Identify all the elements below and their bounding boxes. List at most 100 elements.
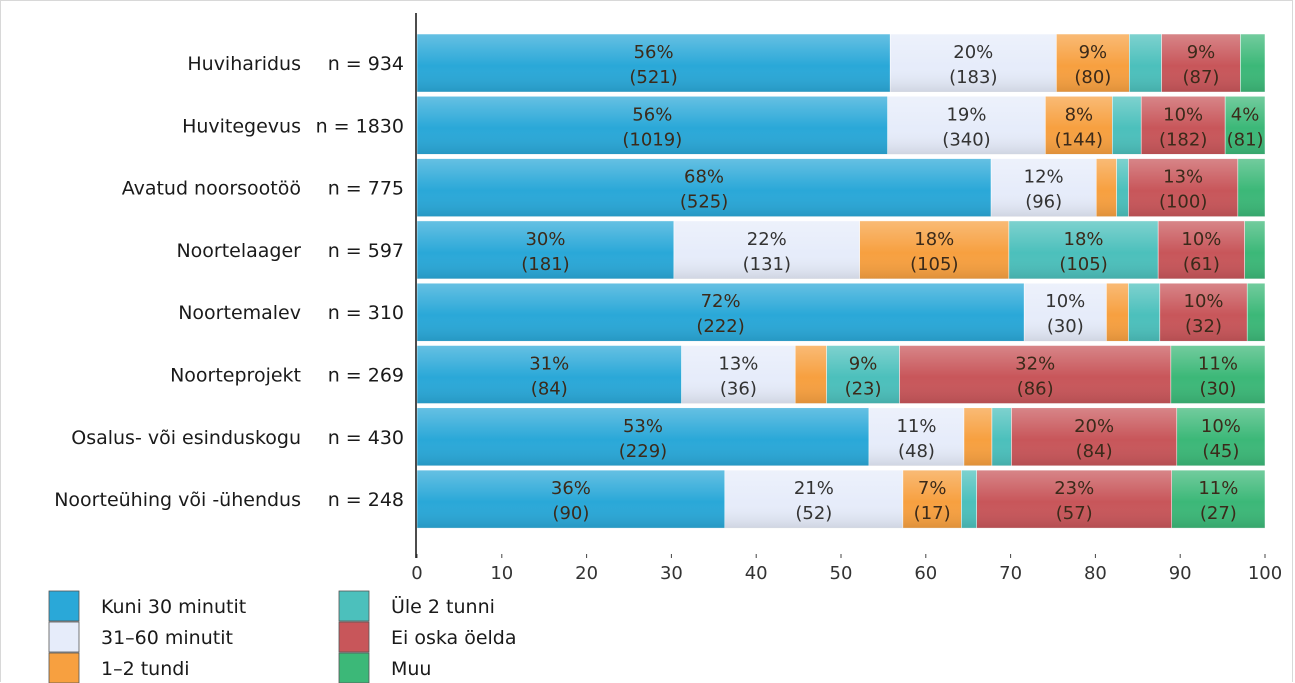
data-label-count: (525) xyxy=(680,192,728,213)
data-label-percent: 53% xyxy=(623,416,663,437)
data-label-percent: 36% xyxy=(551,478,591,499)
bar-shade xyxy=(681,345,796,404)
bar-shade xyxy=(899,345,1171,404)
bar-shade xyxy=(963,407,992,466)
bar-shade xyxy=(890,34,1057,92)
bar-segment-ule-2-tunni xyxy=(1129,33,1162,93)
legend-item-31-60-minutit: 31–60 minutit xyxy=(48,621,233,653)
bar-shade xyxy=(417,34,891,92)
bar-segment-muu: 10% (45) xyxy=(1176,407,1266,467)
data-label-percent: 32% xyxy=(1015,354,1055,375)
data-label-count: (84) xyxy=(531,379,568,400)
data-label-percent: 10% xyxy=(1163,104,1203,125)
bar-segment-kuni-30-minutit: 30% (181) xyxy=(416,220,675,280)
x-tick-label: 70 xyxy=(999,563,1022,584)
bar-segment-muu xyxy=(1244,220,1266,280)
bar-segment-1-2-tundi: 8% (144) xyxy=(1045,96,1113,155)
bar-shade xyxy=(1056,34,1130,92)
data-label-count: (27) xyxy=(1200,503,1237,524)
legend-swatch xyxy=(338,652,370,683)
legend-swatch xyxy=(338,590,370,622)
data-label-percent: 4% xyxy=(1231,104,1260,125)
bar-segment-ule-2-tunni xyxy=(991,407,1012,467)
category-label: Noortemalev xyxy=(178,302,301,324)
legend-label: Muu xyxy=(391,658,431,680)
bar-shade xyxy=(991,407,1012,466)
bar-shade xyxy=(673,220,860,279)
n-label: n = 775 xyxy=(328,178,404,200)
bar-shade xyxy=(417,220,674,279)
data-label-count: (30) xyxy=(1047,316,1084,337)
data-label-count: (86) xyxy=(1017,379,1054,400)
bar-shade xyxy=(1176,407,1265,466)
category-label: Osalus- või esinduskogu xyxy=(71,427,301,449)
x-tick-label: 40 xyxy=(745,563,768,584)
bar-segment-ei-oska-oelda: 20% (84) xyxy=(1011,407,1178,467)
data-label-percent: 18% xyxy=(914,229,954,250)
bar-shade xyxy=(1161,34,1241,92)
data-label-count: (84) xyxy=(1076,441,1113,462)
bar-segment-kuni-30-minutit: 68% (525) xyxy=(416,158,992,217)
bar-shade xyxy=(417,158,992,217)
legend-swatch xyxy=(48,652,80,683)
bar-shade xyxy=(859,220,1009,279)
x-tick-label: 30 xyxy=(660,563,683,584)
data-label-percent: 9% xyxy=(849,354,878,375)
bar-shade xyxy=(1159,283,1248,342)
data-label-percent: 10% xyxy=(1181,229,1221,250)
bar-shade xyxy=(417,345,682,404)
bar-shade xyxy=(826,345,900,404)
data-label-percent: 18% xyxy=(1064,229,1104,250)
data-label-count: (521) xyxy=(629,67,677,88)
data-label-count: (183) xyxy=(949,67,997,88)
bar-shade xyxy=(417,96,888,155)
x-tick-label: 10 xyxy=(490,563,513,584)
bar-shade xyxy=(795,345,827,404)
data-label-percent: 13% xyxy=(1163,167,1203,188)
data-label-percent: 68% xyxy=(684,167,724,188)
bar-segment-1-2-tundi xyxy=(1106,282,1129,342)
bar-segment-1-2-tundi: 7% (17) xyxy=(902,469,962,529)
data-label-percent: 56% xyxy=(634,42,674,63)
bar-shade xyxy=(1128,158,1238,217)
bar-segment-kuni-30-minutit: 56% (521) xyxy=(416,33,891,93)
bar-segment-muu xyxy=(1237,158,1266,217)
bar-shade xyxy=(1112,96,1142,155)
data-label-percent: 12% xyxy=(1024,167,1064,188)
bar-segment-1-2-tundi xyxy=(1095,158,1117,217)
x-tick-label: 0 xyxy=(411,563,422,584)
data-label-percent: 10% xyxy=(1045,291,1085,312)
bar-shade xyxy=(417,470,725,529)
x-tick-label: 80 xyxy=(1084,563,1107,584)
data-label-percent: 8% xyxy=(1065,104,1094,125)
legend-item-ei-oska-oelda: Ei oska öelda xyxy=(338,621,517,653)
bar-shade xyxy=(1240,34,1265,92)
n-label: n = 934 xyxy=(328,53,404,75)
bar-segment-31-60-minutit: 20% (183) xyxy=(889,33,1057,93)
bar-segment-ei-oska-oelda: 10% (61) xyxy=(1157,220,1245,280)
data-label-percent: 56% xyxy=(632,104,672,125)
x-tick-label: 90 xyxy=(1169,563,1192,584)
bar-shade xyxy=(1128,283,1160,342)
legend-label: 31–60 minutit xyxy=(101,627,233,649)
bar-segment-muu xyxy=(1240,33,1266,93)
bar-segment-muu: 11% (30) xyxy=(1170,345,1266,404)
data-label-percent: 11% xyxy=(1198,354,1238,375)
x-tick-label: 50 xyxy=(830,563,853,584)
legend-item-muu: Muu xyxy=(338,652,431,683)
data-label-count: (1019) xyxy=(622,129,682,150)
bar-segment-ule-2-tunni xyxy=(961,469,977,529)
bar-segment-ule-2-tunni xyxy=(1116,158,1129,217)
bar-shade xyxy=(887,96,1046,155)
category-label: Noortelaager xyxy=(176,240,301,262)
x-tick-label: 100 xyxy=(1248,563,1282,584)
bar-shade xyxy=(1225,96,1265,155)
legend-label: Ei oska öelda xyxy=(391,627,517,649)
category-label: Huviharidus xyxy=(187,53,301,75)
data-label-count: (340) xyxy=(942,129,990,150)
category-label: Noorteprojekt xyxy=(170,365,301,387)
bar-segment-31-60-minutit: 13% (36) xyxy=(681,345,796,404)
legend-swatch xyxy=(48,621,80,653)
